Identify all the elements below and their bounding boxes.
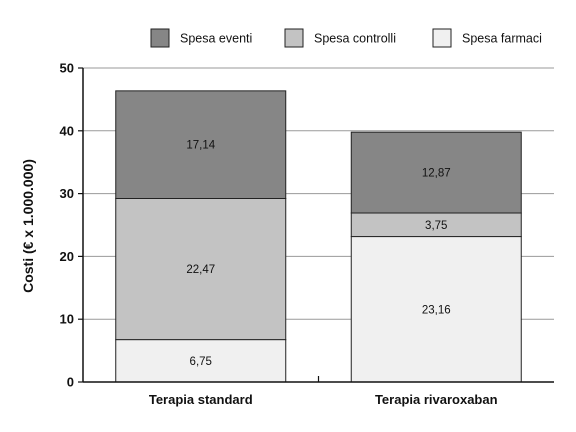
- legend-swatch: [432, 28, 452, 48]
- y-tick-label: 10: [60, 312, 74, 327]
- y-tick-label: 50: [60, 61, 74, 76]
- data-label: 6,75: [190, 356, 212, 368]
- bar-segment-spesa-eventi: [115, 90, 287, 199]
- y-axis-label: Costi (€ x 1.000.000): [20, 159, 36, 293]
- legend: Spesa eventi Spesa controlli Spesa farmaci: [150, 28, 542, 48]
- bars: 6,75 22,47 17,14 23,16 3,75 12,87: [115, 90, 522, 383]
- legend-swatch: [150, 28, 170, 48]
- y-tick-label: 30: [60, 186, 74, 201]
- legend-label: Spesa farmaci: [462, 32, 542, 46]
- axes: [78, 67, 554, 383]
- x-category-label: Terapia standard: [149, 392, 253, 407]
- y-tick-label: 40: [60, 123, 74, 138]
- legend-label: Spesa controlli: [314, 32, 396, 46]
- bar-segment-spesa-farmaci: [115, 339, 287, 383]
- data-label: 17,14: [186, 140, 215, 152]
- x-category-label: Terapia rivaroxaban: [375, 392, 498, 407]
- legend-label: Spesa eventi: [180, 32, 252, 46]
- y-tick-label: 0: [67, 375, 74, 390]
- data-label: 12,87: [422, 168, 451, 180]
- bar-segment-spesa-controlli: [115, 197, 287, 341]
- data-label: 22,47: [186, 264, 215, 276]
- x-categories: Terapia standard Terapia rivaroxaban: [149, 392, 498, 407]
- data-label: 3,75: [425, 220, 447, 232]
- y-ticks: 0 10 20 30 40 50: [60, 61, 74, 390]
- y-tick-label: 20: [60, 249, 74, 264]
- legend-swatch: [284, 28, 304, 48]
- bar-segment-spesa-eventi: [350, 131, 522, 214]
- data-label: 23,16: [422, 304, 451, 316]
